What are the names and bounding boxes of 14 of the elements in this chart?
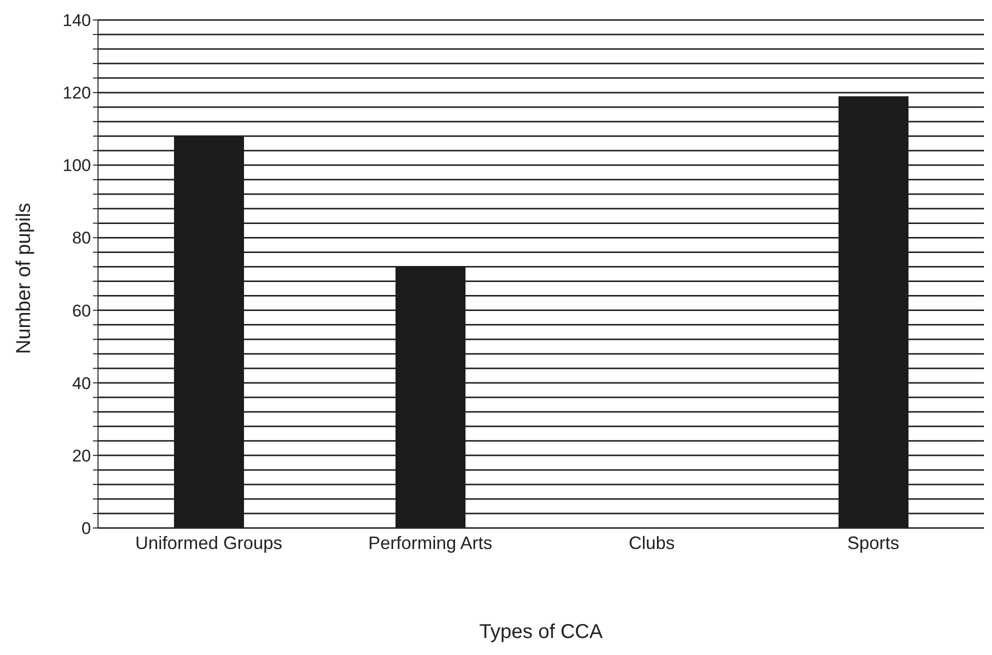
y-axis-title: Number of pupils <box>13 202 36 354</box>
y-tick-label: 0 <box>82 519 91 538</box>
x-tick-label: Uniformed Groups <box>135 532 282 553</box>
y-tick-label: 60 <box>72 301 91 320</box>
x-axis-title: Types of CCA <box>479 621 604 643</box>
y-tick-label: 100 <box>62 156 91 176</box>
x-tick-label: Clubs <box>628 532 675 553</box>
y-tick-label: 20 <box>72 446 91 466</box>
x-tick-label: Performing Arts <box>368 532 492 553</box>
y-tick-label: 120 <box>62 84 91 103</box>
y-tick-label: 140 <box>62 11 91 30</box>
y-tick-label: 80 <box>72 228 91 248</box>
y-tick-label: 40 <box>72 374 91 393</box>
x-tick-label: Sports <box>847 532 900 553</box>
